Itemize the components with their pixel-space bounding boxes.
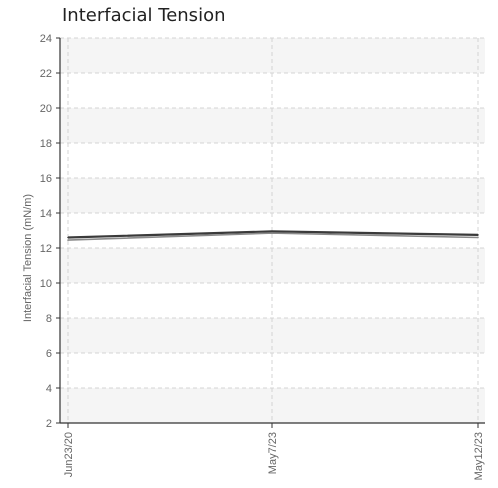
y-tick-label: 6 — [46, 348, 52, 360]
data-point — [271, 232, 273, 234]
data-point — [477, 236, 479, 239]
y-tick-label: 12 — [40, 243, 52, 255]
data-point — [67, 239, 69, 241]
data-series — [67, 230, 479, 241]
y-tick-label: 18 — [40, 138, 52, 150]
y-tick-label: 4 — [46, 383, 52, 395]
y-tick-label: 22 — [40, 68, 52, 80]
chart-title: Interfacial Tension — [62, 5, 226, 26]
y-tick-label: 16 — [40, 173, 52, 185]
data-point — [477, 234, 479, 236]
data-point — [271, 230, 273, 233]
x-tick-label: May7/23 — [267, 432, 279, 474]
y-tick-label: 14 — [40, 208, 52, 220]
x-axis-ticks: Jun23/20 May7/23 May12/23 — [63, 423, 485, 480]
data-point — [67, 236, 69, 239]
y-axis-title: Interfacial Tension (mN/m) — [22, 194, 34, 322]
y-tick-label: 2 — [46, 418, 52, 430]
x-tick-label: May12/23 — [473, 432, 485, 480]
x-tick-label: Jun23/20 — [63, 432, 75, 477]
y-tick-label: 24 — [40, 33, 52, 45]
y-tick-label: 10 — [40, 278, 52, 290]
y-tick-label: 20 — [40, 103, 52, 115]
y-tick-label: 8 — [46, 313, 52, 325]
